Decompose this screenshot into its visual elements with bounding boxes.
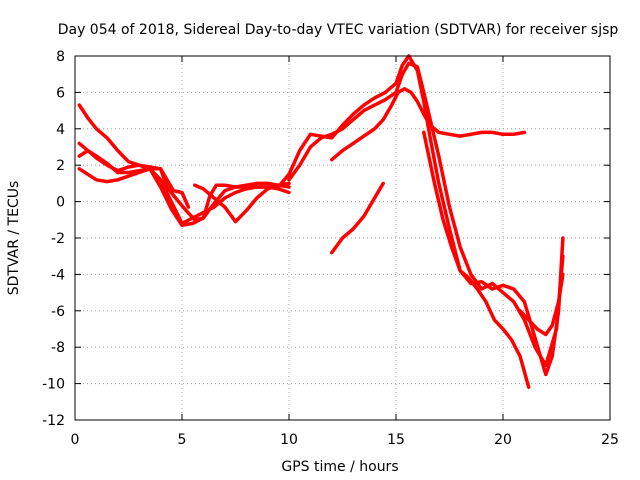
y-tick-label: 2 bbox=[56, 158, 65, 174]
grid bbox=[75, 56, 610, 420]
series-line-arc-c bbox=[77, 148, 291, 228]
chart-title: Day 054 of 2018, Sidereal Day-to-day VTE… bbox=[58, 22, 619, 38]
x-tick-label: 10 bbox=[280, 432, 298, 448]
y-axis-label: SDTVAR / TECUs bbox=[6, 181, 22, 296]
y-tick-label: -6 bbox=[51, 304, 65, 320]
x-axis-label: GPS time / hours bbox=[281, 459, 398, 475]
x-tick-label: 20 bbox=[494, 432, 512, 448]
x-tick-label: 15 bbox=[387, 432, 405, 448]
axis-ticks: 0 5 10 15 20 25 -12 -10 -8 -6 -4 -2 0 2 4 6 8 bbox=[42, 49, 619, 448]
series-line-arc-h bbox=[330, 87, 527, 162]
series-line-arc-f bbox=[276, 54, 565, 377]
y-tick-label: 6 bbox=[56, 85, 65, 101]
y-tick-label: -4 bbox=[51, 267, 65, 283]
x-tick-label: 5 bbox=[178, 432, 187, 448]
y-tick-label: -12 bbox=[42, 413, 65, 429]
series-line-arc-i bbox=[330, 181, 385, 255]
series-line-arc-g bbox=[287, 61, 565, 368]
series-line-arc-j bbox=[422, 130, 531, 389]
y-tick-label: 0 bbox=[56, 195, 65, 211]
series-line-arc-e bbox=[193, 183, 281, 224]
series-line-arc-k bbox=[518, 272, 565, 337]
x-tick-label: 25 bbox=[601, 432, 619, 448]
y-tick-label: -2 bbox=[51, 231, 65, 247]
y-tick-label: 8 bbox=[56, 49, 65, 65]
series-line-arc-d bbox=[77, 167, 291, 222]
x-tick-label: 0 bbox=[71, 432, 80, 448]
y-tick-label: 4 bbox=[56, 122, 65, 138]
y-tick-label: -10 bbox=[42, 377, 65, 393]
y-tick-label: -8 bbox=[51, 340, 65, 356]
series-layer bbox=[77, 54, 565, 389]
